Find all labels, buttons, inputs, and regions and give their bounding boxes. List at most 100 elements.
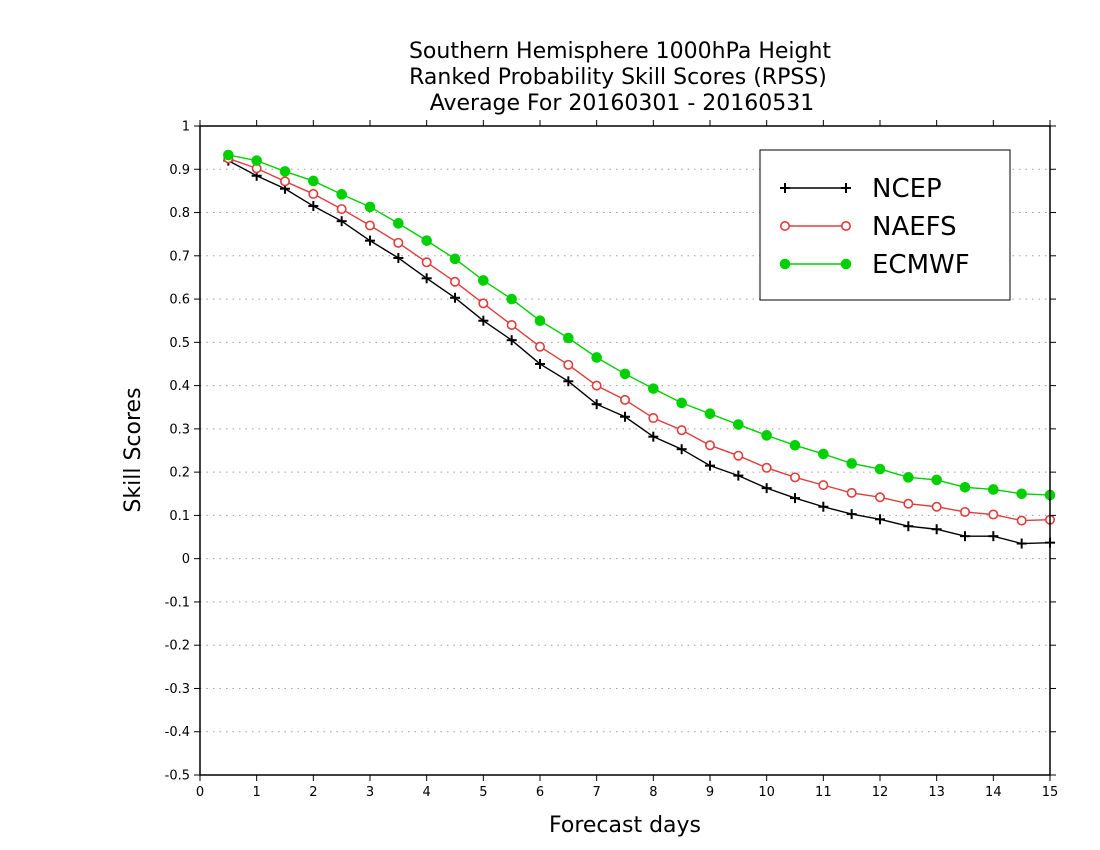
legend-marker bbox=[841, 183, 851, 193]
legend-item-ncep: NCEP bbox=[780, 174, 942, 204]
data-point-ecmwf bbox=[279, 166, 291, 177]
data-point-naefs bbox=[336, 204, 347, 215]
x-tick-label: 14 bbox=[985, 785, 1002, 800]
plot-frame bbox=[199, 125, 1051, 776]
data-point-ecmwf bbox=[874, 463, 886, 475]
data-point-ecmwf bbox=[846, 458, 857, 469]
x-tick-label: 11 bbox=[815, 785, 832, 800]
data-point-ecmwf bbox=[223, 149, 234, 161]
data-point-ecmwf bbox=[931, 474, 942, 486]
data-point-ncep bbox=[506, 335, 517, 346]
data-point-ncep bbox=[450, 292, 460, 303]
data-point-ncep bbox=[790, 493, 800, 504]
y-axis-label: Skill Scores bbox=[121, 387, 146, 512]
data-point-ecmwf bbox=[393, 218, 404, 229]
data-point-ecmwf bbox=[478, 275, 489, 286]
data-point-ncep bbox=[761, 483, 772, 494]
data-point-ecmwf bbox=[449, 253, 461, 265]
legend-label: NCEP bbox=[872, 174, 942, 204]
data-point-ecmwf bbox=[818, 448, 829, 460]
data-point-naefs bbox=[478, 298, 489, 309]
y-tick-label: 0.6 bbox=[169, 293, 190, 308]
legend-marker bbox=[780, 183, 790, 193]
data-point-ecmwf bbox=[619, 368, 631, 380]
y-tick-label: 0.2 bbox=[169, 466, 190, 481]
legend-item-naefs: NAEFS bbox=[779, 212, 957, 242]
x-tick-label: 12 bbox=[872, 785, 889, 800]
data-point-naefs bbox=[364, 220, 375, 231]
data-point-naefs bbox=[676, 425, 687, 436]
data-point-naefs bbox=[874, 492, 885, 503]
data-point-naefs bbox=[1016, 515, 1027, 526]
data-point-ecmwf bbox=[421, 235, 432, 246]
data-point-ncep bbox=[336, 216, 347, 227]
x-tick-label: 5 bbox=[479, 785, 487, 800]
data-point-ecmwf bbox=[591, 352, 602, 363]
chart-title-line-3: Average For 20160301 - 20160531 bbox=[430, 91, 815, 116]
data-point-ncep bbox=[931, 524, 942, 535]
data-point-naefs bbox=[818, 480, 829, 491]
legend-label: NAEFS bbox=[872, 212, 957, 242]
data-point-ncep bbox=[705, 460, 715, 471]
y-tick-label: -0.4 bbox=[165, 725, 190, 740]
legend-marker bbox=[840, 258, 852, 270]
legend: NCEP NAEFS ECMWF bbox=[759, 149, 1011, 301]
data-point-naefs bbox=[733, 450, 744, 461]
data-point-ncep bbox=[988, 531, 999, 542]
data-point-ncep bbox=[478, 315, 489, 326]
x-tick-label: 7 bbox=[593, 785, 601, 800]
x-tick-label: 2 bbox=[309, 785, 317, 800]
data-point-ecmwf bbox=[959, 481, 971, 493]
data-point-ncep bbox=[676, 444, 687, 455]
data-point-ecmwf bbox=[563, 332, 574, 344]
data-point-naefs bbox=[534, 341, 545, 352]
x-tick-label: 10 bbox=[758, 785, 775, 800]
data-point-ecmwf bbox=[903, 472, 914, 483]
y-tick-label: -0.5 bbox=[165, 769, 190, 784]
chart-title-line-1: Southern Hemisphere 1000hPa Height bbox=[409, 39, 831, 64]
data-point-ncep bbox=[846, 509, 857, 520]
axis-ticks: -0.5 -0.4 -0.3 -0.2 -0.1 0 0.1 0.2 0.3 0.4 0.5 0.6 0… bbox=[165, 120, 1059, 801]
data-point-ncep bbox=[903, 521, 914, 532]
legend-marker bbox=[840, 221, 851, 232]
legend-marker bbox=[779, 221, 790, 232]
data-point-ncep bbox=[393, 252, 404, 263]
data-point-ncep bbox=[421, 273, 432, 284]
data-point-ncep bbox=[535, 358, 545, 369]
x-tick-label: 8 bbox=[649, 785, 657, 800]
x-tick-label: 0 bbox=[196, 785, 204, 800]
data-point-ncep bbox=[563, 376, 574, 387]
data-point-ecmwf bbox=[676, 397, 687, 409]
y-tick-label: 0.5 bbox=[169, 336, 190, 351]
y-tick-label: 0.1 bbox=[169, 509, 190, 524]
legend-box bbox=[759, 149, 1011, 301]
data-point-naefs bbox=[591, 380, 602, 391]
x-axis-label: Forecast days bbox=[549, 813, 701, 838]
data-point-naefs bbox=[931, 501, 942, 512]
data-point-naefs bbox=[421, 257, 432, 268]
y-tick-label: 0 bbox=[182, 552, 190, 567]
x-tick-label: 9 bbox=[706, 785, 714, 800]
y-tick-label: -0.2 bbox=[165, 639, 190, 654]
data-point-ncep bbox=[875, 514, 885, 525]
data-point-ncep bbox=[308, 201, 319, 212]
x-tick-label: 3 bbox=[366, 785, 374, 800]
data-point-ecmwf bbox=[308, 175, 319, 187]
data-point-ncep bbox=[1016, 538, 1027, 549]
data-point-ecmwf bbox=[506, 293, 517, 305]
data-point-naefs bbox=[279, 176, 290, 187]
data-point-ecmwf bbox=[761, 430, 772, 441]
data-point-naefs bbox=[619, 394, 630, 405]
data-point-naefs bbox=[761, 462, 772, 473]
x-tick-label: 15 bbox=[1042, 785, 1059, 800]
data-point-ecmwf bbox=[336, 189, 347, 200]
legend-label: ECMWF bbox=[872, 250, 970, 280]
x-tick-label: 6 bbox=[536, 785, 544, 800]
data-point-ncep bbox=[960, 531, 970, 542]
data-point-ncep bbox=[620, 411, 630, 422]
data-point-naefs bbox=[846, 487, 857, 498]
data-point-naefs bbox=[789, 472, 800, 483]
data-point-naefs bbox=[563, 359, 574, 370]
y-tick-label: 0.7 bbox=[169, 249, 190, 264]
